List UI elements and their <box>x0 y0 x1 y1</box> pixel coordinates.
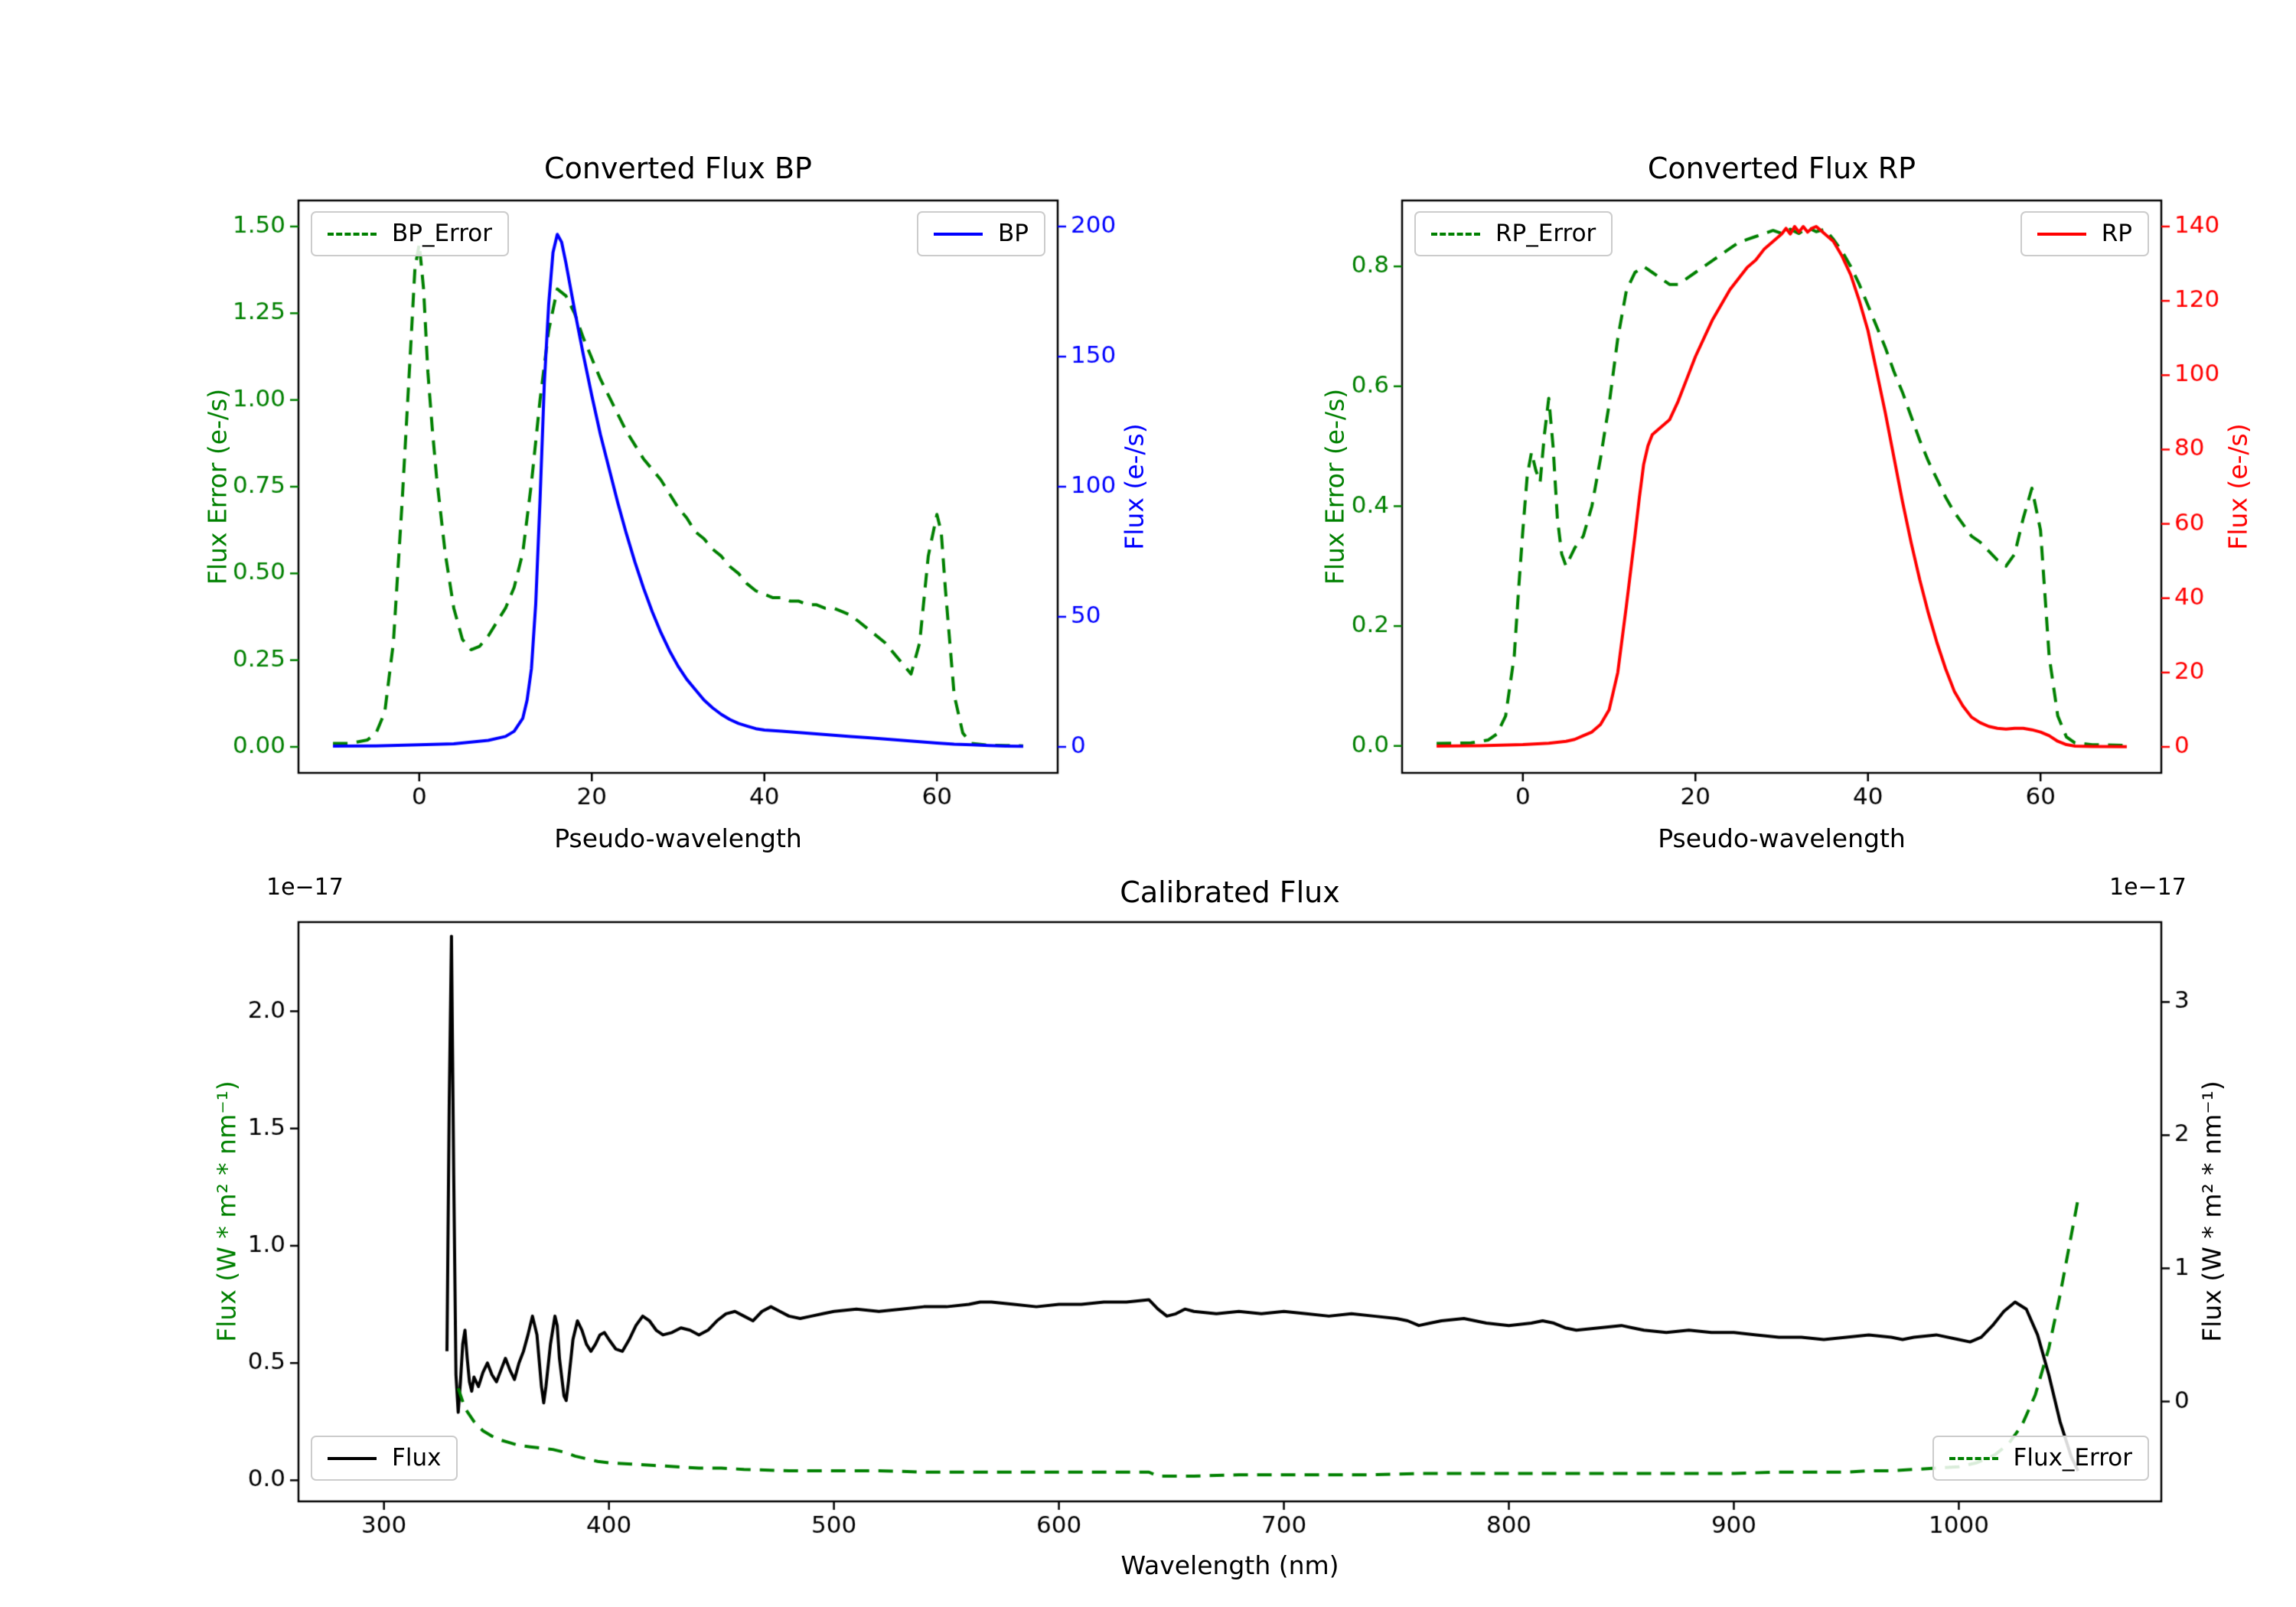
ylabel-bp-error: Flux Error (e-/s) <box>202 388 233 585</box>
xlabel-rp: Pseudo-wavelength <box>1658 823 1906 853</box>
ylabel-rp-flux: Flux (e-/s) <box>2223 423 2253 550</box>
legend-label: BP <box>998 220 1029 247</box>
legend-label: Flux <box>392 1444 442 1472</box>
legend-label: Flux_Error <box>2013 1444 2133 1472</box>
legend-rp-error: RP_Error <box>1414 211 1613 256</box>
offset-text-left: 1e−17 <box>266 874 344 901</box>
chart-title-rp: Converted Flux RP <box>1647 152 1916 185</box>
dashed-line-icon <box>328 232 377 236</box>
chart-title-bp: Converted Flux BP <box>544 152 812 185</box>
dashed-line-icon <box>1949 1456 1998 1460</box>
solid-line-icon <box>2037 232 2086 236</box>
legend-label: RP <box>2101 220 2132 247</box>
xlabel-calibrated: Wavelength (nm) <box>1120 1550 1339 1580</box>
chart-title-calibrated: Calibrated Flux <box>1120 875 1340 909</box>
ylabel-rp-error: Flux Error (e-/s) <box>1319 388 1350 585</box>
legend-bp-error: BP_Error <box>311 211 510 256</box>
solid-line-icon <box>934 232 983 236</box>
ylabel-bp-flux: Flux (e-/s) <box>1119 423 1150 550</box>
xlabel-bp: Pseudo-wavelength <box>554 823 802 853</box>
legend-rp: RP <box>2020 211 2149 256</box>
ylabel-calibrated-right: Flux (W * m² * nm⁻¹) <box>2197 1081 2227 1342</box>
ylabel-calibrated-left: Flux (W * m² * nm⁻¹) <box>211 1081 242 1342</box>
solid-line-icon <box>328 1456 377 1460</box>
legend-flux: Flux <box>311 1436 458 1481</box>
dashed-line-icon <box>1431 232 1480 236</box>
legend-bp: BP <box>917 211 1045 256</box>
legend-flux-error: Flux_Error <box>1932 1436 2149 1481</box>
legend-label: BP_Error <box>392 220 493 247</box>
legend-label: RP_Error <box>1495 220 1596 247</box>
offset-text-right: 1e−17 <box>2109 874 2187 901</box>
